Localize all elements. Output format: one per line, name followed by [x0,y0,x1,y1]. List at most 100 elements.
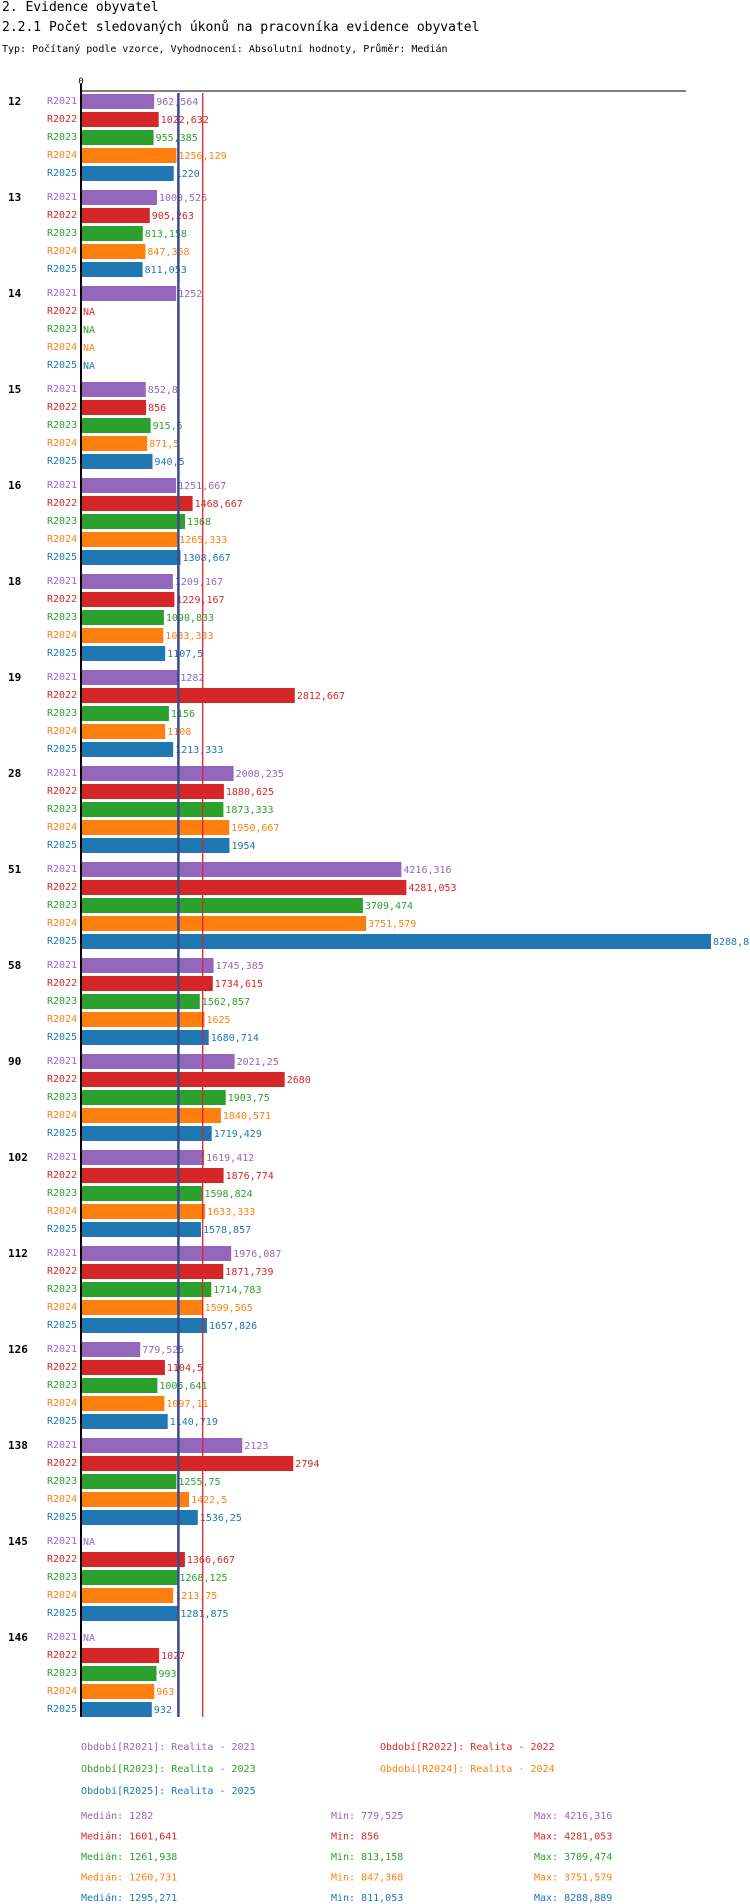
series-row-label: R2025 [47,936,77,947]
data-label: 2123 [244,1441,268,1452]
series-row-label: R2022 [47,978,77,989]
bar [81,880,407,895]
bar [81,1222,201,1237]
series-row-label: R2025 [47,1512,77,1523]
series-row-label: R2025 [47,1320,77,1331]
bar [81,574,173,589]
data-label: 1633,333 [207,1207,255,1218]
data-label: 1005,641 [159,1381,207,1392]
bar [81,1438,243,1453]
bar [81,1300,203,1315]
series-row-label: R2025 [47,1608,77,1619]
bar [81,1702,152,1717]
series-row-label: R2021 [47,1344,77,1355]
bar [81,1684,155,1699]
series-row-label: R2025 [47,264,77,275]
stat-min: Min: 779,525 [331,1811,403,1822]
bar [81,994,200,1009]
data-label: 2008,235 [236,769,284,780]
legend-entry: Období[R2021]: Realita - 2021 [81,1741,256,1753]
series-row-label: R2022 [47,786,77,797]
bar [81,436,148,451]
data-label: NA [83,307,95,318]
data-label: 1578,857 [203,1225,251,1236]
chart-meta: Typ: Počítaný podle vzorce, Vyhodnocení:… [2,44,448,55]
series-row-label: R2025 [47,456,77,467]
series-row-label: R2025 [47,1032,77,1043]
series-row-label: R2023 [47,1668,77,1679]
bar [81,610,164,625]
series-row-label: R2025 [47,1416,77,1427]
data-label: 905,263 [152,211,194,222]
series-row-label: R2023 [47,420,77,431]
bar [81,592,175,607]
bar [81,688,295,703]
bar [81,454,153,469]
series-row-label: R2022 [47,690,77,701]
bar [81,244,146,259]
data-label: 4216,316 [403,865,451,876]
series-row-label: R2021 [47,576,77,587]
data-label: 779,525 [142,1345,184,1356]
bar [81,976,213,991]
series-row-label: R2023 [47,1188,77,1199]
series-row-label: R2021 [47,96,77,107]
data-label: 2680 [287,1075,311,1086]
bar [81,382,146,397]
series-row-label: R2025 [47,744,77,755]
data-label: 1714,783 [213,1285,261,1296]
data-label: 1281,875 [180,1609,228,1620]
bar [81,262,143,277]
data-label: 2812,667 [297,691,345,702]
stat-min: Min: 847,368 [331,1873,403,1884]
data-label: 1107,5 [167,649,203,660]
data-label: 1090,833 [166,613,214,624]
data-label: NA [83,361,95,372]
page-title: 2. Evidence obyvatel [2,0,159,15]
bar [81,1474,177,1489]
stat-max: Max: 3709,474 [534,1852,612,1863]
bar [81,1054,235,1069]
series-row-label: R2024 [47,1686,77,1697]
bar [81,1570,178,1585]
series-row-label: R2022 [47,1074,77,1085]
data-label: NA [83,1633,95,1644]
series-row-label: R2023 [47,708,77,719]
data-label: 3709,474 [365,901,413,912]
series-row-label: R2024 [47,342,77,353]
stat-max: Max: 4216,316 [534,1811,612,1822]
series-row-label: R2023 [47,1572,77,1583]
data-label: 940,5 [155,457,185,468]
bar [81,670,179,685]
series-row-label: R2022 [47,1266,77,1277]
bar [81,1264,224,1279]
bar [81,1282,212,1297]
data-label: 1308,667 [183,553,231,564]
series-row-label: R2024 [47,726,77,737]
stat-median: Medián: 1601,641 [81,1831,177,1843]
data-label: 2021,25 [237,1057,279,1068]
bar [81,1204,206,1219]
data-label: 1468,667 [195,499,243,510]
series-row-label: R2021 [47,864,77,875]
series-row-label: R2021 [47,1248,77,1259]
bar [81,1342,141,1357]
stat-median: Medián: 1282 [81,1810,153,1822]
series-row-label: R2023 [47,1092,77,1103]
series-row-label: R2022 [47,1362,77,1373]
bar [81,148,177,163]
bar [81,1108,221,1123]
stat-median: Medián: 1261,938 [81,1851,177,1863]
group-label: 90 [8,1055,21,1068]
bar [81,226,143,241]
bar [81,208,150,223]
group-label: 13 [8,191,21,204]
data-label: 3751,579 [368,919,416,930]
bar [81,862,402,877]
legend-entry: Období[R2022]: Realita - 2022 [380,1741,555,1753]
data-label: NA [83,1537,95,1548]
data-label: 1976,087 [233,1249,281,1260]
bar [81,898,363,913]
bar [81,1318,207,1333]
data-label: 993 [159,1669,177,1680]
